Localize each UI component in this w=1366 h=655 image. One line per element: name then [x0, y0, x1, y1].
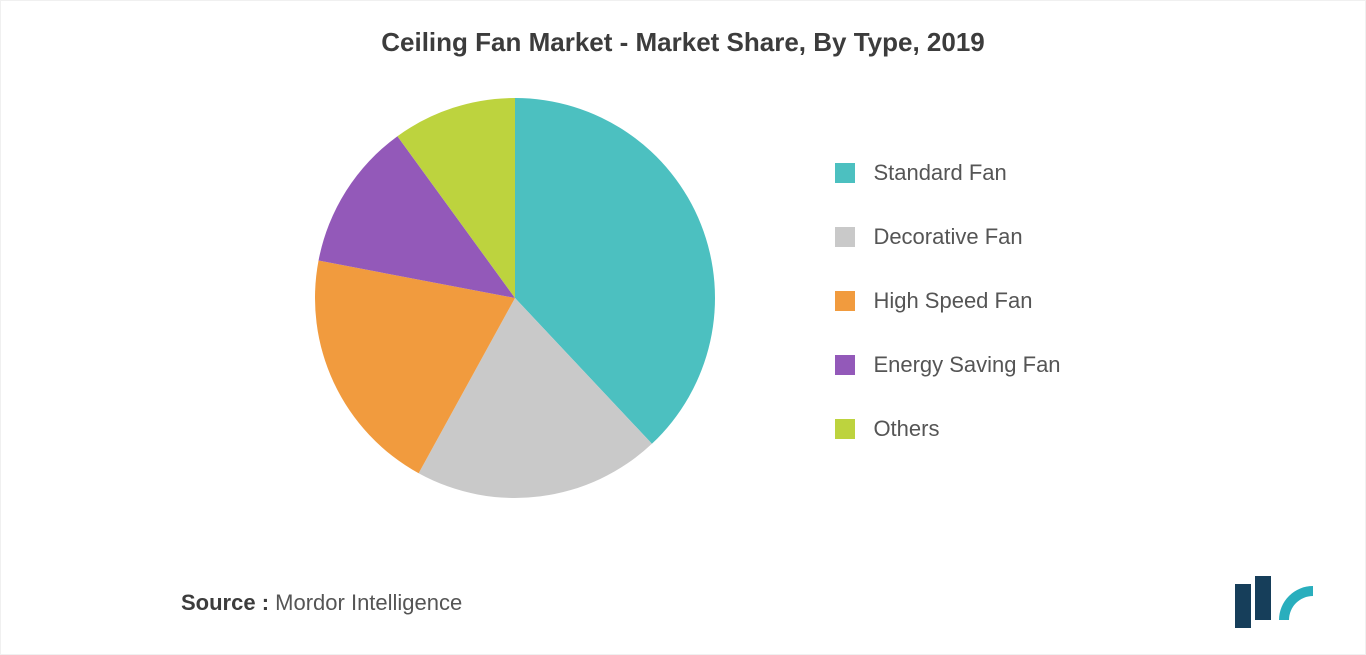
pie-chart: [305, 88, 725, 508]
legend-item: Standard Fan: [835, 160, 1060, 186]
legend-label: Standard Fan: [873, 160, 1006, 186]
legend-item: Others: [835, 416, 1060, 442]
source-label: Source :: [181, 590, 269, 615]
legend-item: High Speed Fan: [835, 288, 1060, 314]
chart-row: Standard Fan Decorative Fan High Speed Fan…: [31, 88, 1335, 508]
legend-swatch: [835, 291, 855, 311]
legend-label: High Speed Fan: [873, 288, 1032, 314]
legend-item: Decorative Fan: [835, 224, 1060, 250]
legend-label: Others: [873, 416, 939, 442]
legend-swatch: [835, 419, 855, 439]
legend-item: Energy Saving Fan: [835, 352, 1060, 378]
legend-swatch: [835, 163, 855, 183]
footer: Source : Mordor Intelligence: [1, 576, 1365, 630]
legend-swatch: [835, 355, 855, 375]
source-value: Mordor Intelligence: [275, 590, 462, 615]
chart-title: Ceiling Fan Market - Market Share, By Ty…: [31, 27, 1335, 58]
brand-logo: [1235, 576, 1325, 630]
legend-label: Energy Saving Fan: [873, 352, 1060, 378]
legend-label: Decorative Fan: [873, 224, 1022, 250]
legend-swatch: [835, 227, 855, 247]
legend: Standard Fan Decorative Fan High Speed Fan…: [835, 154, 1060, 442]
source-line: Source : Mordor Intelligence: [181, 590, 462, 616]
chart-frame: Ceiling Fan Market - Market Share, By Ty…: [0, 0, 1366, 655]
